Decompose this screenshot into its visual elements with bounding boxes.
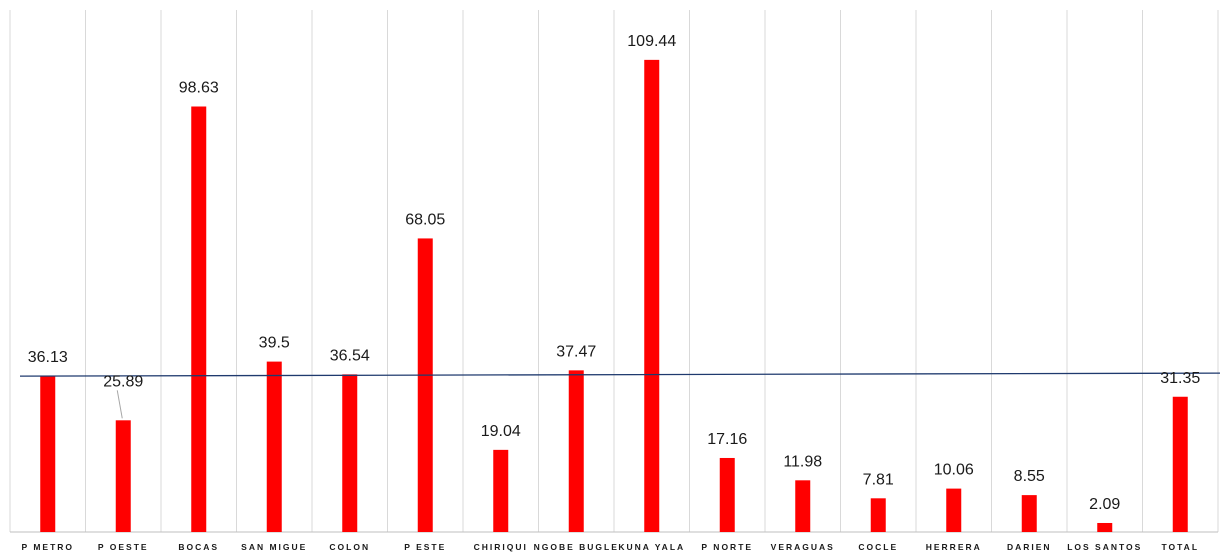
category-label: NGOBE BUGLE xyxy=(534,542,619,552)
value-label: 109.44 xyxy=(627,33,676,50)
bar xyxy=(1097,522,1113,532)
bar xyxy=(795,480,811,532)
category-label: KUNA YALA xyxy=(618,542,685,552)
bar xyxy=(1172,396,1188,532)
bars xyxy=(40,59,1188,533)
bar xyxy=(417,238,433,532)
category-label: P METRO xyxy=(21,542,74,552)
value-label: 2.09 xyxy=(1089,496,1120,513)
bar xyxy=(191,106,207,533)
value-label: 39.5 xyxy=(259,335,290,352)
category-label: SAN MIGUE xyxy=(241,542,307,552)
bar xyxy=(493,449,509,532)
category-label: HERRERA xyxy=(926,542,982,552)
category-label: DARIEN xyxy=(1007,542,1052,552)
bar xyxy=(115,420,131,532)
category-labels: P METRO P OESTE BOCAS SAN MIGUE COLON P ESTE C… xyxy=(21,542,1199,552)
value-label: 17.16 xyxy=(707,431,747,448)
bar xyxy=(644,59,660,532)
vertical-gridlines xyxy=(9,10,1219,533)
category-label: TOTAL xyxy=(1161,542,1199,552)
bar xyxy=(266,361,282,532)
category-label: LOS SANTOS xyxy=(1067,542,1142,552)
category-label: VERAGUAS xyxy=(771,542,835,552)
value-labels: 36.13 25.89 98.63 39.5 36.54 68.05 19.04 37.47 1… xyxy=(28,33,1201,513)
reference-line-group xyxy=(19,372,1221,377)
category-label: COCLE xyxy=(858,542,898,552)
bar xyxy=(870,498,886,532)
value-label: 11.98 xyxy=(783,453,822,470)
reference-line xyxy=(19,372,1221,377)
bar xyxy=(946,488,962,532)
value-label: 8.55 xyxy=(1014,468,1045,485)
category-label: COLON xyxy=(329,542,370,552)
value-label: 36.54 xyxy=(330,347,370,364)
value-label: 19.04 xyxy=(481,423,521,440)
value-label: 25.89 xyxy=(103,373,143,390)
value-label: 10.06 xyxy=(934,462,974,479)
value-label: 7.81 xyxy=(863,471,894,488)
category-label: P NORTE xyxy=(701,542,753,552)
value-label: 36.13 xyxy=(28,349,68,366)
category-label: P OESTE xyxy=(98,542,149,552)
value-label: 37.47 xyxy=(556,343,596,360)
bar xyxy=(40,376,56,532)
category-label: CHIRIQUI xyxy=(474,542,528,552)
category-label: BOCAS xyxy=(178,542,219,552)
value-label-leader xyxy=(116,390,123,419)
bar xyxy=(719,457,735,532)
bar xyxy=(568,370,584,532)
category-label: P ESTE xyxy=(404,542,446,552)
bar xyxy=(342,374,358,532)
value-label: 68.05 xyxy=(405,211,445,228)
value-label: 31.35 xyxy=(1160,370,1200,387)
bar xyxy=(1021,495,1037,532)
value-label: 98.63 xyxy=(179,80,219,97)
